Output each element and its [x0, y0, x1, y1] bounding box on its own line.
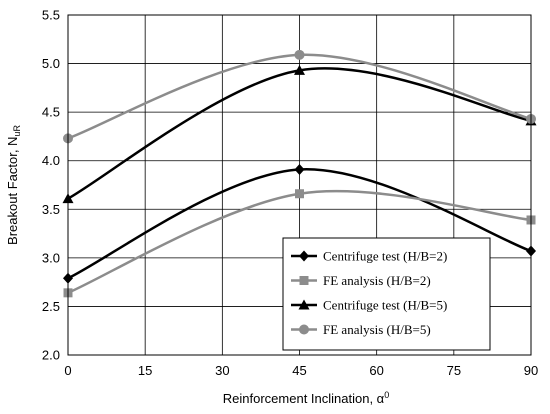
legend-item: FE analysis (H/B=2): [291, 273, 431, 288]
x-axis-title: Reinforcement Inclination, α0: [223, 390, 389, 406]
data-point: [294, 163, 305, 175]
plot-frame: [67, 14, 532, 356]
legend-box: [282, 237, 491, 351]
x-tick-label: 0: [64, 363, 71, 378]
y-tick-label: 4.0: [42, 153, 60, 168]
legend-label: FE analysis (H/B=5): [323, 322, 431, 337]
tick-labels: 0 15 30 45 60 75 90 2.0 2.5 3.0 3.5 4.0 4.5 5.0 5.5: [42, 8, 538, 379]
legend-label: Centrifuge test (H/B=5): [323, 298, 447, 313]
legend-label: FE analysis (H/B=2): [323, 273, 431, 288]
x-tick-label: 90: [524, 363, 538, 378]
x-tick-label: 15: [138, 363, 152, 378]
legend-swatch-marker: [299, 276, 309, 285]
x-tick-label: 60: [369, 363, 383, 378]
legend-item: Centrifuge test (H/B=2): [291, 249, 447, 264]
x-tick-label: 30: [215, 363, 229, 378]
x-tick-label: 45: [292, 363, 306, 378]
legend-swatch-marker: [298, 299, 310, 310]
grid: [67, 14, 532, 356]
data-point: [294, 64, 305, 75]
legend-swatch-marker: [299, 324, 309, 335]
legend-label: Centrifuge test (H/B=2): [323, 249, 447, 264]
legend: Centrifuge test (H/B=2) FE analysis (H/B=…: [282, 237, 491, 351]
y-tick-label: 3.0: [42, 250, 60, 265]
legend-swatch-marker: [299, 250, 309, 262]
y-tick-label: 4.5: [42, 105, 60, 120]
y-tick-label: 5.0: [42, 56, 60, 71]
y-tick-label: 2.0: [42, 348, 60, 363]
data-point: [295, 189, 304, 199]
y-tick-label: 3.5: [42, 202, 60, 217]
x-tick-label: 75: [447, 363, 461, 378]
legend-item: Centrifuge test (H/B=5): [291, 298, 447, 313]
data-point: [294, 49, 305, 60]
y-axis-title: Breakout Factor, NuR: [5, 125, 22, 245]
y-tick-label: 2.5: [42, 299, 60, 314]
y-tick-label: 5.5: [42, 8, 60, 23]
legend-item: FE analysis (H/B=5): [291, 322, 431, 337]
series-4: [63, 49, 536, 144]
